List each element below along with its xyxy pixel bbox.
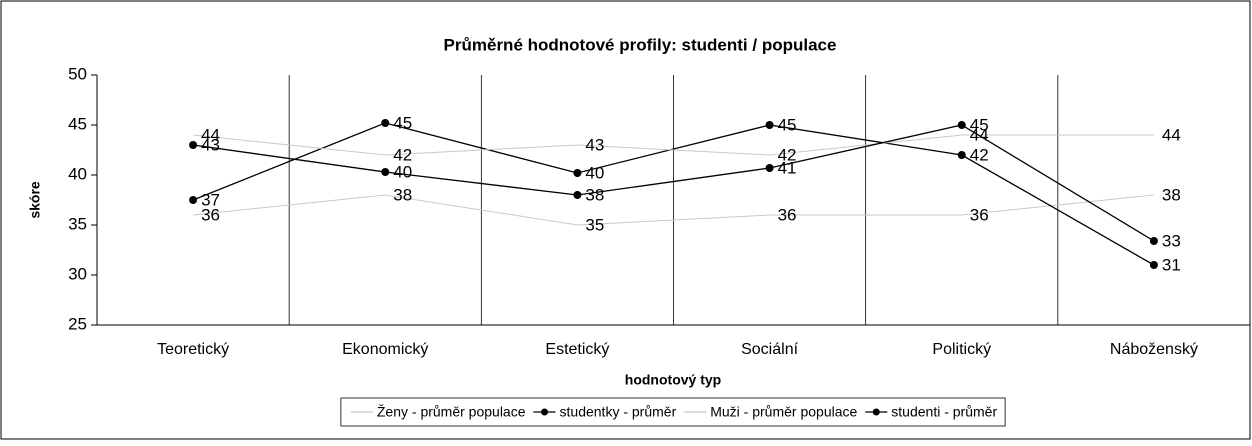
y-tick-label: 50 <box>68 64 87 83</box>
data-label: 43 <box>585 135 604 154</box>
x-tick-label: Ekonomický <box>342 341 428 358</box>
data-label: 43 <box>201 135 220 154</box>
data-label: 36 <box>778 205 797 224</box>
data-label: 42 <box>778 145 797 164</box>
data-label: 44 <box>201 125 220 144</box>
data-label: 35 <box>585 215 604 234</box>
data-point <box>381 119 390 127</box>
series-line <box>192 122 1155 266</box>
x-axis-title: hodnotový typ <box>625 372 721 388</box>
x-tick-label: Teoretický <box>157 341 229 358</box>
data-point <box>765 121 774 129</box>
data-point <box>573 169 582 177</box>
data-point <box>957 121 966 129</box>
data-label: 40 <box>585 163 604 182</box>
series-line <box>192 124 1155 242</box>
series-line <box>193 194 1154 226</box>
series-line <box>193 134 1154 156</box>
data-point <box>1149 237 1158 245</box>
legend-box <box>340 397 1006 427</box>
y-tick-label: 45 <box>68 114 87 133</box>
data-point <box>381 168 390 176</box>
data-point <box>957 151 966 159</box>
data-label: 41 <box>778 158 797 177</box>
x-tick-label: Estetický <box>545 341 609 358</box>
data-label: 36 <box>970 205 989 224</box>
data-label: 40 <box>393 162 412 181</box>
data-point <box>573 191 582 199</box>
data-label: 42 <box>393 145 412 164</box>
legend-marker <box>872 408 880 416</box>
data-label: 44 <box>1162 125 1181 144</box>
data-label: 38 <box>585 185 604 204</box>
data-label: 45 <box>393 113 412 132</box>
legend: Ženy - průměr populace studentky - průměr… <box>340 397 1006 427</box>
data-label: 38 <box>393 185 412 204</box>
x-tick-label: Sociální <box>741 341 798 358</box>
y-axis-title: skóre <box>27 181 43 219</box>
data-label: 36 <box>201 205 220 224</box>
x-tick-label: Náboženský <box>1110 341 1198 358</box>
legend-label: studentky - průměr <box>560 404 677 420</box>
legend-label: studenti - průměr <box>891 404 997 420</box>
data-point <box>189 196 198 204</box>
data-point <box>765 164 774 172</box>
y-tick-label: 35 <box>68 214 87 233</box>
chart-title: Průměrné hodnotové profily: studenti / p… <box>444 35 837 54</box>
data-label: 37 <box>201 190 220 209</box>
data-point <box>1149 261 1158 269</box>
data-label: 42 <box>970 145 989 164</box>
data-label: 31 <box>1162 255 1181 274</box>
data-label: 45 <box>970 115 989 134</box>
y-tick-label: 25 <box>68 314 87 333</box>
x-tick-label: Politický <box>932 341 991 358</box>
legend-label: Ženy - průměr populace <box>377 404 526 420</box>
data-point <box>189 141 198 149</box>
y-tick-label: 30 <box>68 264 87 283</box>
data-label: 45 <box>778 115 797 134</box>
y-tick-label: 40 <box>68 164 87 183</box>
legend-label: Muži - průměr populace <box>710 404 857 420</box>
data-label: 38 <box>1162 185 1181 204</box>
legend-marker <box>541 408 549 416</box>
data-label: 33 <box>1162 231 1181 250</box>
